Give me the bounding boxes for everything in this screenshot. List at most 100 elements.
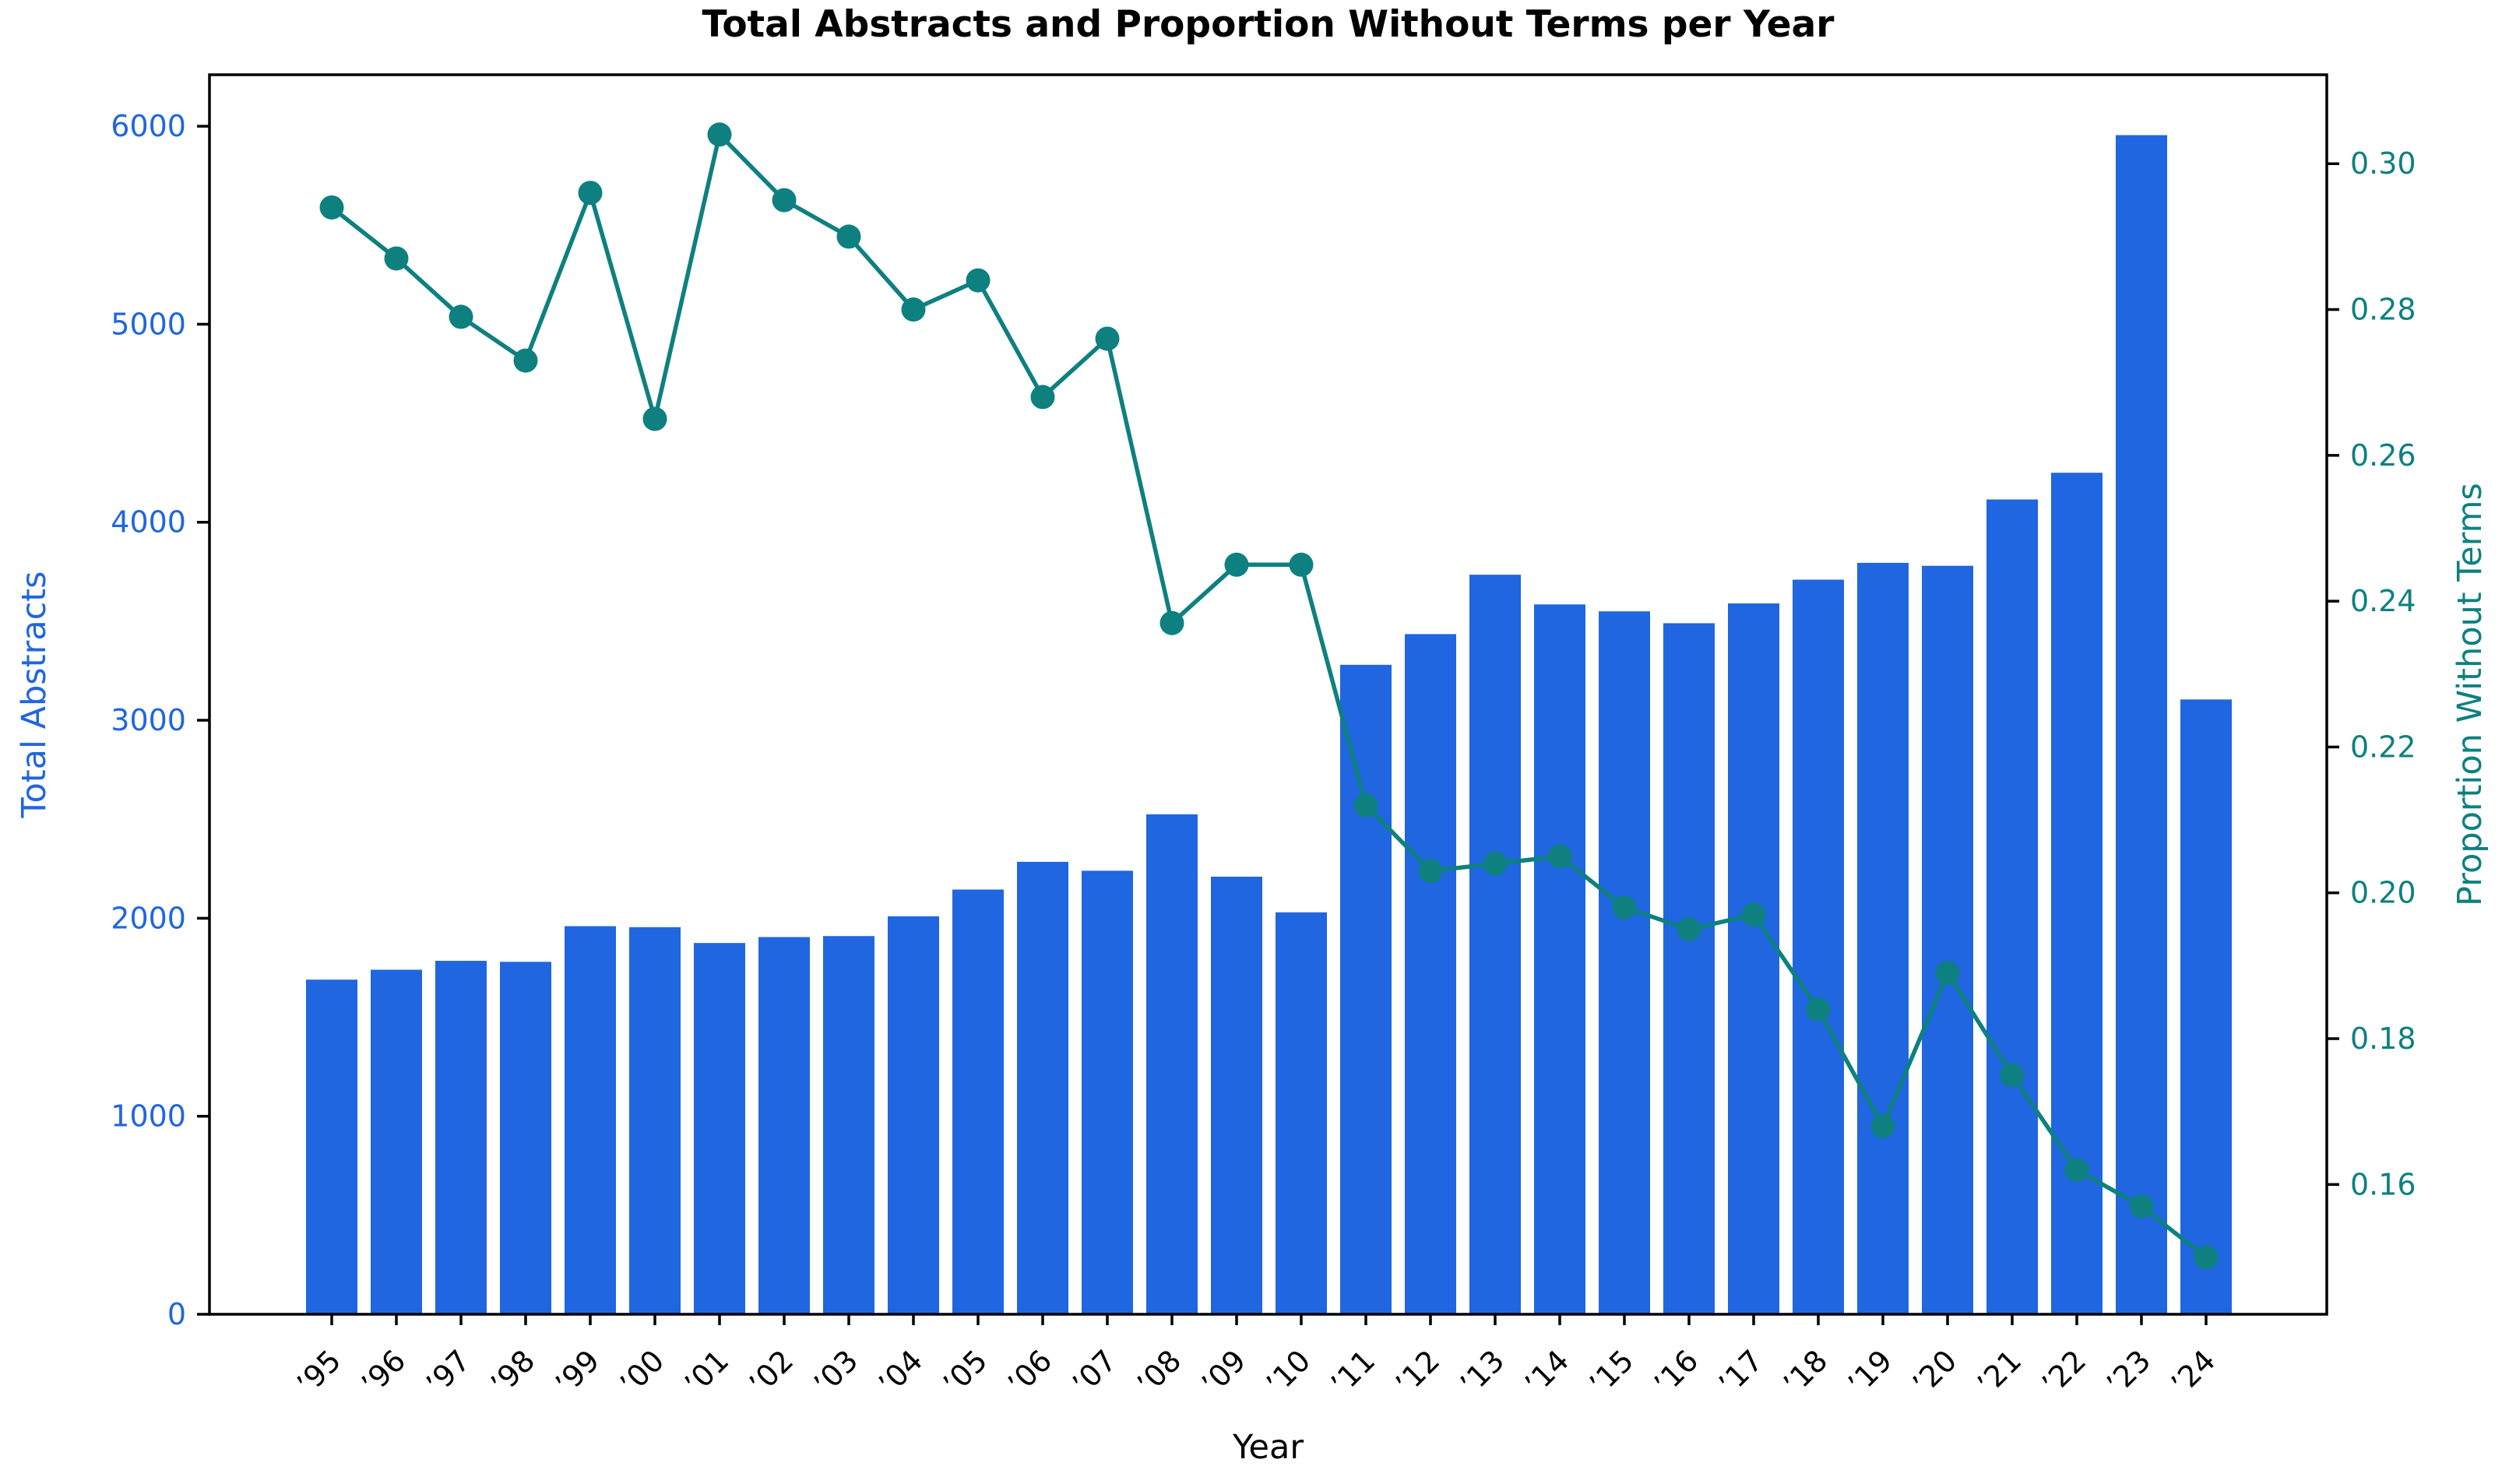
line-marker [513, 348, 538, 373]
line-marker [1289, 552, 1314, 577]
line-marker [1677, 917, 1701, 942]
x-tick-label: ’00 [614, 1343, 671, 1401]
bar [500, 962, 551, 1314]
x-tick-label: ’06 [1001, 1343, 1059, 1401]
line-marker [901, 297, 926, 322]
bar [1986, 499, 2038, 1314]
left-axis-ticks: 0 1000 2000 3000 4000 5000 6000 [111, 109, 209, 1331]
line-marker [1741, 902, 1766, 927]
right-tick-label: 0.30 [2350, 146, 2416, 181]
bar [629, 927, 681, 1314]
line-marker [1224, 552, 1249, 577]
left-tick-label: 6000 [111, 109, 186, 143]
line-marker [2064, 1158, 2089, 1183]
bar [1469, 575, 1521, 1314]
bar [1663, 623, 1715, 1314]
line-marker [1159, 610, 1184, 635]
line-marker [1353, 793, 1378, 818]
x-tick-label: ’10 [1260, 1343, 1318, 1401]
bar [823, 936, 874, 1314]
x-tick-label: ’23 [2100, 1343, 2158, 1401]
line-marker [1806, 997, 1831, 1022]
bar [1405, 634, 1456, 1314]
bar [1599, 611, 1650, 1314]
bar [888, 916, 939, 1314]
line-marker [2000, 1063, 2025, 1088]
x-tick-label: ’24 [2165, 1343, 2222, 1401]
bar [306, 979, 357, 1314]
left-tick-label: 5000 [111, 307, 186, 341]
left-tick-label: 3000 [111, 703, 186, 737]
x-tick-label: ’01 [678, 1343, 736, 1401]
line-marker [642, 406, 667, 431]
line-marker [772, 188, 797, 213]
line-series [329, 132, 2208, 1260]
x-tick-label: ’22 [2036, 1343, 2093, 1401]
line-marker [1612, 895, 1637, 920]
line-marker [1418, 859, 1443, 884]
x-tick-label: ’14 [1518, 1343, 1576, 1401]
line-marker [966, 268, 991, 293]
x-tick-label: ’13 [1454, 1343, 1511, 1401]
x-tick-label: ’02 [743, 1343, 801, 1401]
line-marker [2129, 1194, 2154, 1218]
bar [1534, 604, 1585, 1314]
right-tick-label: 0.24 [2350, 584, 2416, 618]
left-tick-label: 0 [167, 1297, 186, 1331]
left-tick-label: 2000 [111, 901, 186, 935]
right-tick-label: 0.16 [2350, 1167, 2416, 1201]
bar [1922, 565, 1973, 1314]
bar [2116, 135, 2167, 1315]
x-tick-label: ’09 [1195, 1343, 1253, 1401]
bar [1728, 603, 1779, 1314]
axes-spines [208, 73, 2328, 1316]
x-tick-label: ’17 [1712, 1343, 1770, 1401]
bar [1793, 579, 1844, 1314]
bar [1340, 664, 1392, 1314]
x-tick-label: ’98 [484, 1343, 542, 1401]
x-tick-label: ’05 [937, 1343, 994, 1401]
line-marker [707, 122, 732, 147]
bar-series [306, 135, 2232, 1315]
x-tick-label: ’19 [1842, 1343, 1899, 1401]
line-marker [1547, 844, 1572, 869]
line-marker [384, 246, 409, 271]
bar [2051, 473, 2103, 1314]
x-tick-label: ’03 [808, 1343, 865, 1401]
left-tick-label: 1000 [111, 1099, 186, 1134]
bar [1857, 562, 1909, 1314]
x-tick-label: ’16 [1648, 1343, 1705, 1401]
bar [1146, 814, 1198, 1314]
bar [565, 926, 616, 1314]
x-tick-label: ’99 [549, 1343, 607, 1401]
line-marker [1483, 851, 1508, 876]
chart-title: Total Abstracts and Proportion Without T… [702, 3, 1835, 46]
line-marker [578, 181, 603, 206]
line-marker [2194, 1245, 2219, 1270]
line-marker [449, 304, 473, 329]
x-tick-label: ’07 [1066, 1343, 1124, 1401]
right-tick-label: 0.28 [2350, 293, 2416, 327]
bar [371, 969, 422, 1314]
line-marker [836, 224, 861, 249]
line-markers [319, 122, 2219, 1270]
x-tick-label: ’96 [355, 1343, 413, 1401]
bar [2180, 699, 2232, 1314]
bar [1276, 912, 1327, 1314]
x-axis-ticks: ’95’96’97’98’99’00’01’02’03’04’05’06’07’… [290, 1314, 2222, 1401]
bar [1017, 861, 1068, 1314]
line-marker [1095, 326, 1120, 351]
right-tick-label: 0.26 [2350, 438, 2416, 473]
x-tick-label: ’18 [1777, 1343, 1835, 1401]
bar [435, 961, 487, 1314]
x-tick-label: ’11 [1325, 1343, 1382, 1401]
left-tick-label: 4000 [111, 505, 186, 540]
right-tick-label: 0.18 [2350, 1022, 2416, 1056]
line-marker [1030, 385, 1055, 410]
line-marker [1870, 1113, 1895, 1138]
x-tick-label: ’95 [290, 1343, 348, 1401]
line-marker [319, 195, 344, 220]
x-tick-label: ’20 [1906, 1343, 1964, 1401]
